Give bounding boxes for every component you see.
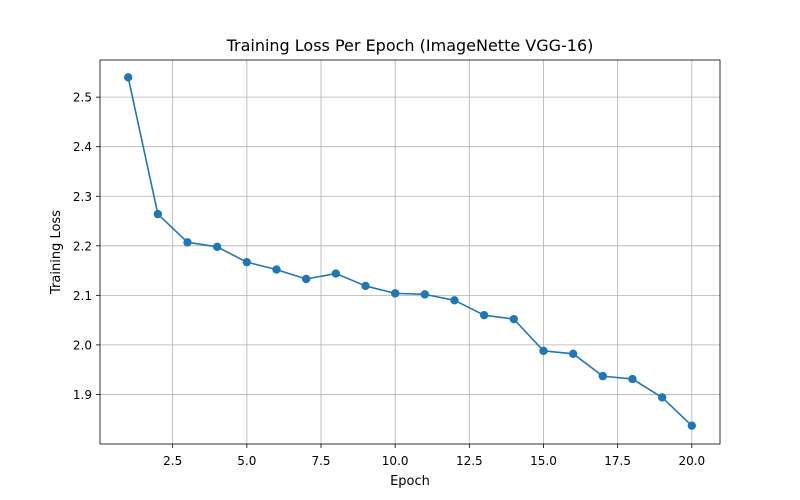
data-point	[331, 269, 341, 278]
y-tick-label: 2.4	[73, 140, 92, 154]
data-point	[539, 346, 548, 356]
y-tick-label: 2.0	[73, 338, 92, 352]
y-axis-ticks: 1.9 2.0 2.1 2.2 2.3 2.4 2.5	[73, 91, 100, 402]
marker-layer	[123, 73, 697, 430]
data-point	[509, 314, 519, 324]
data-point	[183, 238, 192, 247]
x-tick-label: 10.0	[382, 454, 409, 468]
data-point	[450, 296, 459, 305]
x-tick-label: 5.0	[237, 454, 256, 468]
data-point	[242, 257, 252, 267]
x-axis-ticks: 2.5 5.0 7.5 10.0 12.5 15.0 17.5 20.0	[163, 444, 705, 468]
data-point	[568, 349, 578, 359]
y-tick-label: 1.9	[73, 388, 92, 402]
data-point	[628, 374, 637, 384]
x-tick-label: 12.5	[456, 454, 483, 468]
y-tick-label: 2.1	[73, 289, 92, 303]
data-point	[123, 73, 133, 82]
y-tick-label: 2.3	[73, 190, 92, 204]
y-tick-label: 2.5	[73, 91, 92, 105]
data-point	[212, 242, 222, 251]
data-point	[420, 290, 430, 299]
data-point	[598, 371, 608, 381]
x-tick-label: 20.0	[678, 454, 705, 468]
data-point	[153, 209, 163, 219]
grid	[100, 60, 720, 444]
series-layer	[127, 77, 693, 427]
data-point	[657, 393, 667, 402]
y-axis-label: Training Loss	[49, 210, 64, 295]
data-point	[301, 274, 311, 284]
plot-frame	[99, 59, 721, 445]
x-tick-label: 17.5	[604, 454, 631, 468]
x-axis-label: Epoch	[390, 474, 430, 489]
data-point	[361, 281, 370, 291]
series-line	[127, 77, 693, 427]
y-tick-label: 2.2	[73, 239, 92, 253]
data-point	[390, 289, 400, 298]
data-point	[687, 421, 697, 430]
chart-title: Training Loss Per Epoch (ImageNette VGG-…	[226, 36, 594, 55]
x-tick-label: 15.0	[530, 454, 557, 468]
data-point	[272, 265, 281, 274]
data-point	[479, 310, 489, 320]
x-tick-label: 2.5	[163, 454, 182, 468]
x-tick-label: 7.5	[311, 454, 330, 468]
